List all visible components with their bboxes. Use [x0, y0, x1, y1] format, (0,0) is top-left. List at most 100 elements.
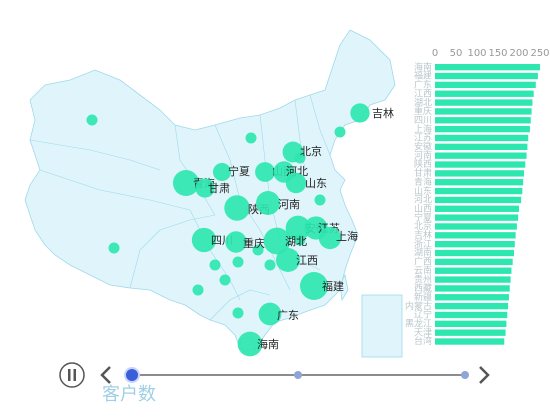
bubble-label: 重庆 [243, 236, 265, 250]
bubble-point[interactable] [252, 244, 264, 256]
bar-category-label: 湖南 [414, 247, 432, 259]
bar-category-label: 宁夏 [414, 211, 432, 223]
bar-内蒙古[interactable] [435, 302, 509, 310]
bubble-湖北[interactable] [263, 227, 291, 255]
bar-山西[interactable] [435, 205, 519, 212]
bubble-甘肃[interactable] [195, 178, 215, 198]
bar-category-label: 山东 [414, 185, 432, 197]
bar-安徽[interactable] [435, 143, 528, 150]
bar-category-label: 台湾 [414, 335, 432, 347]
bubble-重庆[interactable] [225, 231, 247, 253]
bar-贵州[interactable] [435, 276, 511, 283]
bubble-福建[interactable] [300, 272, 328, 300]
bubble-point[interactable] [264, 259, 276, 271]
taiwan-shape [339, 273, 349, 302]
bar-江苏[interactable] [435, 134, 529, 142]
bar-category-label: 四川 [414, 116, 432, 126]
bar-category-label: 江西 [414, 88, 432, 99]
bubble-山东[interactable] [285, 172, 307, 194]
bar-category-label: 北京 [414, 220, 432, 232]
bubble-point[interactable] [245, 132, 257, 144]
bar-天津[interactable] [435, 329, 506, 336]
bar-上海[interactable] [435, 125, 530, 133]
bar-辽宁[interactable] [435, 311, 508, 319]
bar-河南[interactable] [435, 152, 527, 159]
bar-海南[interactable] [435, 64, 540, 71]
bubble-point[interactable] [232, 307, 244, 319]
bar-category-label: 辽宁 [414, 309, 432, 321]
bar-四川[interactable] [435, 117, 531, 124]
bubble-label: 山东 [305, 177, 327, 190]
timeline-current-dot[interactable] [124, 367, 140, 383]
bubble-海南[interactable] [237, 331, 263, 357]
bar-category-label: 浙江 [414, 238, 432, 250]
bubble-point[interactable] [219, 274, 231, 286]
x-tick-label: 200 [509, 48, 528, 59]
bar-广东[interactable] [435, 81, 536, 89]
bar-新疆[interactable] [435, 294, 509, 301]
bar-category-label: 内蒙古 [405, 300, 432, 312]
bar-category-label: 西藏 [414, 282, 432, 294]
bubble-广东[interactable] [258, 302, 282, 326]
bar-吉林[interactable] [435, 232, 516, 239]
bar-江西[interactable] [435, 90, 534, 97]
bubble-陕西[interactable] [224, 195, 250, 221]
bar-category-label: 江苏 [414, 132, 432, 144]
bar-甘肃[interactable] [435, 170, 525, 177]
bubble-point[interactable] [314, 194, 326, 206]
bar-category-label: 天津 [414, 327, 432, 338]
bubble-宁夏[interactable] [212, 162, 232, 182]
timeline-dot[interactable] [294, 371, 302, 379]
bar-北京[interactable] [435, 223, 517, 230]
timeline [59, 362, 490, 388]
bubble-安徽[interactable] [285, 215, 311, 241]
bar-陕西[interactable] [435, 161, 526, 168]
x-tick-label: 250 [530, 48, 549, 59]
bubble-label: 广东 [277, 309, 299, 322]
bubble-point[interactable] [86, 114, 98, 126]
bar-云南[interactable] [435, 267, 512, 274]
bar-category-label: 山西 [414, 203, 432, 214]
x-tick-label: 0 [432, 48, 438, 59]
bar-广西[interactable] [435, 258, 513, 266]
chevron-right-icon[interactable] [479, 366, 490, 384]
bar-青海[interactable] [435, 179, 524, 186]
bar-category-label: 陕西 [414, 158, 432, 170]
bubble-山西[interactable] [255, 162, 275, 182]
bubble-point[interactable] [232, 256, 244, 268]
x-tick-label: 50 [450, 48, 463, 59]
bubble-point[interactable] [192, 284, 204, 296]
bar-category-label: 云南 [414, 264, 432, 276]
chevron-left-icon[interactable] [100, 366, 111, 384]
bubble-point[interactable] [334, 126, 346, 138]
pause-icon[interactable] [59, 362, 85, 388]
bar-category-label: 甘肃 [414, 167, 432, 179]
bar-chart: 0 50 100 150 200 250 海南福建广东江西湖北重庆四川上海江苏安徽河南陕西甘… [405, 48, 550, 347]
bubble-上海[interactable] [318, 226, 342, 250]
bar-湖南[interactable] [435, 249, 514, 257]
bar-台湾[interactable] [435, 338, 505, 345]
bubble-青海[interactable] [172, 169, 200, 197]
bar-西藏[interactable] [435, 285, 510, 292]
bar-河北[interactable] [435, 196, 522, 204]
bar-浙江[interactable] [435, 241, 515, 248]
bubble-point[interactable] [108, 242, 120, 254]
bubble-北京[interactable] [282, 141, 304, 163]
bar-category-label: 新疆 [414, 291, 432, 303]
bar-山东[interactable] [435, 187, 523, 195]
bar-宁夏[interactable] [435, 214, 519, 221]
bubble-label: 宁夏 [228, 164, 250, 178]
bar-重庆[interactable] [435, 108, 532, 115]
bar-category-label: 河南 [414, 149, 432, 161]
bubble-河南[interactable] [256, 191, 280, 215]
bubble-四川[interactable] [191, 227, 217, 253]
timeline-dot[interactable] [461, 371, 469, 379]
bubble-point[interactable] [209, 259, 221, 271]
bar-黑龙江[interactable] [435, 320, 507, 327]
bar-福建[interactable] [435, 72, 538, 80]
bubble-吉林[interactable] [350, 103, 370, 123]
bubble-江西[interactable] [276, 248, 300, 272]
bar-湖北[interactable] [435, 99, 533, 106]
